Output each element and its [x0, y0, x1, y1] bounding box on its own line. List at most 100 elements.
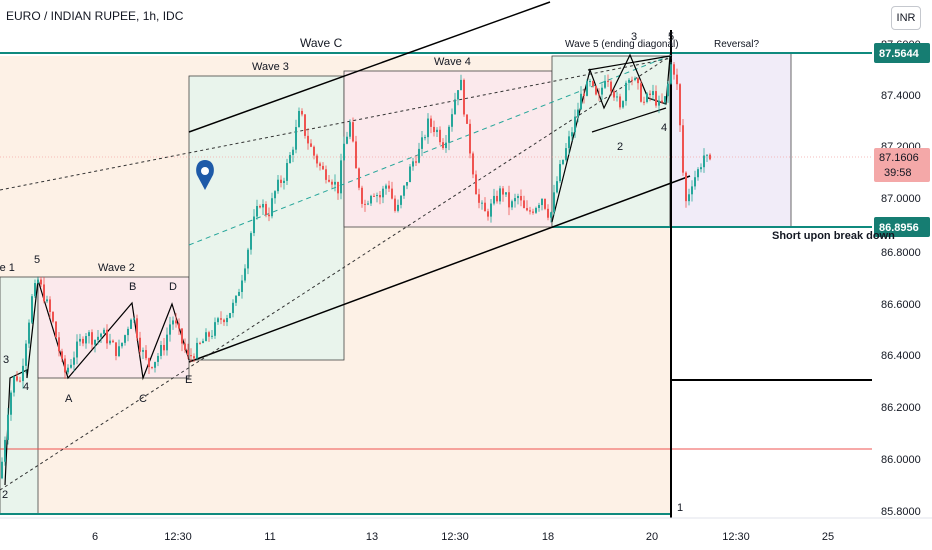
candle — [1, 461, 3, 479]
candle — [562, 159, 564, 165]
candle — [517, 196, 519, 199]
candle — [571, 132, 573, 137]
candle — [628, 79, 630, 83]
candle — [475, 174, 477, 195]
candle — [283, 180, 285, 183]
candle — [709, 154, 711, 160]
candle — [655, 91, 657, 106]
candle — [247, 249, 249, 269]
candle — [136, 318, 138, 338]
price-tick: 87.0000 — [881, 193, 921, 205]
candle — [583, 93, 585, 96]
reversal-label: Reversal? — [714, 39, 759, 50]
candle — [502, 188, 504, 195]
candle — [319, 163, 321, 166]
time-tick: 13 — [366, 531, 378, 543]
candle — [232, 302, 234, 314]
candle — [691, 186, 693, 195]
diagonal-lower — [591, 107, 667, 133]
candle — [220, 318, 222, 320]
candle — [37, 279, 39, 284]
candle — [79, 338, 81, 342]
candle — [523, 200, 525, 209]
candle — [160, 344, 162, 356]
candle — [19, 380, 21, 382]
time-tick: 25 — [822, 531, 834, 543]
candle — [349, 122, 351, 137]
candle — [253, 216, 255, 234]
currency-button[interactable]: INR — [891, 6, 921, 30]
candle — [244, 268, 246, 281]
candle — [7, 414, 9, 440]
label-E: E — [185, 374, 192, 386]
candle — [586, 81, 588, 96]
candle — [124, 335, 126, 343]
label-diag-5: 5 — [668, 31, 674, 43]
candle — [430, 118, 432, 127]
candle — [604, 80, 606, 88]
price-tick: 86.6000 — [881, 299, 921, 311]
candle — [76, 341, 78, 358]
candle — [577, 109, 579, 117]
candle — [652, 91, 654, 96]
candle — [334, 181, 336, 185]
time-axis — [0, 518, 932, 550]
candle — [532, 211, 534, 213]
candle — [478, 194, 480, 203]
candle — [340, 160, 342, 194]
candle — [175, 320, 177, 324]
price-tick: 86.0000 — [881, 454, 921, 466]
candle — [310, 143, 312, 147]
candle — [331, 181, 333, 185]
candle — [52, 312, 54, 322]
candle — [286, 163, 288, 181]
candle — [307, 135, 309, 144]
wave-3-label: Wave 3 — [252, 61, 289, 73]
time-tick: 11 — [264, 531, 275, 543]
candle — [385, 185, 387, 189]
dotted-line-2 — [0, 54, 673, 491]
candle — [10, 392, 12, 415]
candle — [670, 64, 672, 84]
candle — [235, 295, 237, 303]
candle — [592, 81, 594, 87]
candle — [418, 148, 420, 163]
candle — [166, 334, 168, 351]
candle — [337, 181, 339, 194]
candle — [508, 192, 510, 208]
candle — [607, 80, 609, 82]
price-tick: 87.4000 — [881, 90, 921, 102]
candle — [169, 324, 171, 335]
candle — [490, 203, 492, 217]
candle — [703, 155, 705, 168]
candle — [88, 332, 90, 337]
candle — [676, 74, 678, 85]
candle — [325, 169, 327, 180]
candle — [70, 364, 72, 368]
wave3-box — [188, 75, 345, 361]
candle — [355, 141, 357, 169]
candle — [178, 323, 180, 329]
candle — [238, 291, 240, 296]
candle — [358, 168, 360, 188]
candle — [211, 335, 213, 337]
candle — [664, 96, 666, 103]
wave-4-label: Wave 4 — [434, 56, 471, 68]
candle — [127, 328, 129, 336]
candle — [451, 114, 453, 127]
candle — [457, 90, 459, 100]
candle — [511, 201, 513, 208]
candle — [82, 338, 84, 344]
candle — [616, 96, 618, 98]
time-tick: 20 — [646, 531, 658, 543]
current-price-badge — [874, 148, 930, 182]
candle — [547, 208, 549, 218]
candle — [157, 355, 159, 362]
time-tick: 12:30 — [164, 531, 192, 543]
candle — [274, 191, 276, 199]
candle — [424, 137, 426, 139]
candle — [472, 153, 474, 175]
candle — [568, 136, 570, 149]
candle — [265, 203, 267, 215]
